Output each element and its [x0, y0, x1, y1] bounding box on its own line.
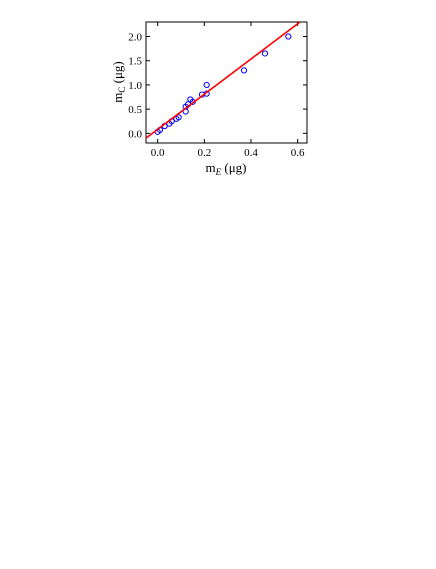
y-label-base: m: [110, 93, 125, 103]
data-point: [261, 50, 269, 57]
x-label-sub: E: [215, 167, 222, 177]
y-axis-label: mC (μg): [110, 61, 127, 103]
data-point: [175, 114, 182, 121]
x-tick-label: 0.2: [197, 147, 211, 159]
x-tick-label: 0.4: [244, 147, 258, 159]
data-point: [285, 33, 292, 40]
plot-frame: [145, 21, 308, 144]
data-point: [240, 67, 248, 74]
fit-line: [146, 22, 301, 139]
y-tick-label: 1.5: [128, 56, 142, 68]
y-label-sub: C: [117, 87, 127, 93]
y-tick-label: 1.0: [128, 80, 142, 92]
x-tick-label: 0.6: [291, 147, 305, 159]
x-tick-label: 0.0: [151, 147, 165, 159]
y-tick-label: 2.0: [128, 32, 142, 44]
y-tick-label: 0.5: [128, 104, 142, 116]
x-label-base: m: [205, 160, 215, 175]
x-axis-label: mE (μg): [205, 160, 246, 177]
x-label-unit: (μg): [221, 160, 246, 175]
y-tick-label: 0.0: [128, 128, 142, 140]
data-point: [203, 81, 210, 89]
y-label-unit: (μg): [110, 61, 125, 86]
